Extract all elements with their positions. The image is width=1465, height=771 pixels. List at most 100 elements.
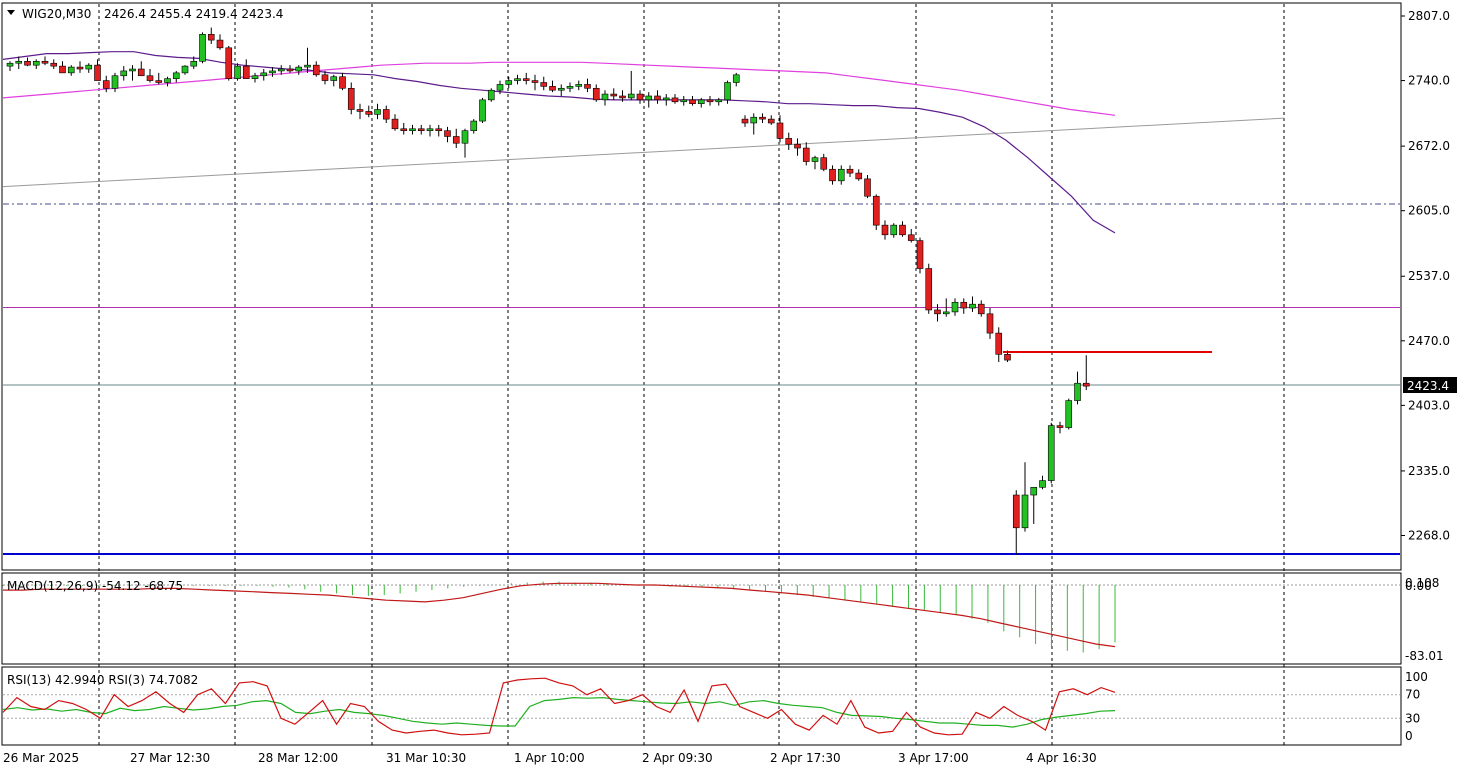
candle-body [85, 64, 93, 70]
price-tick-label: 2672.0 [1408, 139, 1450, 153]
candle-body [435, 128, 443, 131]
candle-body [24, 60, 31, 66]
time-tick-label: 1 Apr 10:00 [514, 751, 585, 765]
price-tick-label: 2470.0 [1408, 334, 1450, 348]
candle-body [216, 39, 224, 49]
candle-body [32, 60, 40, 66]
candle-body [304, 64, 311, 68]
candle-body [41, 60, 49, 64]
rsi13-line [2, 696, 1116, 728]
candle-body [514, 78, 521, 81]
axis-labels: 2807.0 2740.0 2672.0 2605.0 2537.0 2470.0 2403… [3, 9, 1450, 765]
candle-body [1056, 425, 1064, 428]
candle-body [531, 80, 539, 83]
candle-body [610, 93, 618, 97]
rsi-axis-label: 30 [1405, 711, 1420, 725]
candle-body [776, 122, 784, 139]
time-tick-label: 2 Apr 17:30 [770, 751, 841, 765]
candle-body [724, 82, 731, 101]
candle-body [557, 87, 565, 91]
candle-body [190, 60, 198, 67]
candle-body [689, 99, 696, 105]
candle-body [1021, 494, 1029, 529]
candle-body [1039, 480, 1046, 488]
macd-axis-label: -83.01 [1405, 649, 1444, 663]
candle-body [1004, 354, 1011, 361]
candle-body [549, 86, 556, 91]
price-tick-label: 2335.0 [1408, 464, 1450, 478]
candle-body [391, 118, 399, 130]
candle-body [654, 95, 661, 101]
candle-body [1047, 425, 1055, 481]
candle-body [199, 34, 206, 62]
candle-body [321, 74, 329, 81]
candle-body [1012, 494, 1020, 529]
candle-body [172, 72, 180, 79]
rsi-axis-label: 0 [1405, 729, 1413, 743]
candle-body [1082, 382, 1090, 387]
price-tick-label: 2537.0 [1408, 269, 1450, 283]
time-tick-label: 4 Apr 16:30 [1026, 751, 1097, 765]
rsi-axis-label: 70 [1405, 688, 1420, 702]
candle-body [820, 157, 828, 170]
candle-body [986, 313, 994, 334]
candle-body [925, 268, 933, 311]
candle-body [452, 136, 460, 144]
candle-body [295, 66, 303, 72]
candle-body [339, 76, 346, 89]
candle-body [881, 224, 889, 236]
candle-body [741, 118, 749, 124]
macd-axis-label: 0.00 [1405, 579, 1432, 593]
candle-body [899, 224, 906, 236]
rsi-axis-label: 100 [1405, 670, 1428, 684]
candle-body [846, 168, 854, 174]
candle-body [417, 128, 425, 131]
rsi-layer [2, 677, 1400, 736]
candle-body [697, 99, 705, 105]
candle-body [251, 75, 259, 79]
candle-body [934, 309, 941, 315]
candle-body [277, 68, 285, 72]
candle-body [750, 116, 758, 124]
candle-body [619, 95, 626, 99]
candle-body [951, 301, 959, 313]
candle-body [732, 74, 740, 83]
candle-body [129, 68, 136, 72]
candle-body [601, 93, 609, 101]
candle-body [505, 80, 513, 85]
candle-body [855, 172, 863, 180]
price-layer [2, 27, 1400, 555]
candle-body [164, 78, 171, 83]
current-price-label: 2423.4 [1407, 379, 1449, 393]
candle-body [382, 109, 390, 120]
candle-body [942, 311, 950, 315]
price-tick-label: 2403.0 [1408, 398, 1450, 412]
ohlc-values: 2426.4 2455.4 2419.4 2423.4 [104, 7, 283, 21]
collapse-arrow-icon[interactable] [7, 10, 15, 15]
macd-signal-line [3, 582, 1116, 648]
candle-body [636, 93, 644, 101]
candle-body [330, 76, 338, 81]
candle-body [662, 97, 670, 101]
price-tick-label: 2268.0 [1408, 529, 1450, 543]
candle-body [890, 224, 898, 236]
trendline [2, 117, 1285, 188]
candle-body [50, 62, 58, 67]
candle-body [907, 234, 915, 241]
candle-body [969, 303, 976, 309]
candle-body [584, 84, 591, 89]
price-tick-label: 2740.0 [1408, 74, 1450, 88]
candle-body [234, 65, 241, 79]
candle-body [426, 128, 434, 131]
candle-body [706, 99, 714, 103]
candle-body [444, 130, 451, 137]
candle-body [715, 99, 723, 103]
macd-axis-label: 0.108 [1405, 576, 1439, 590]
candle-body [671, 97, 679, 103]
candle-body [347, 87, 355, 110]
candle-body [479, 99, 486, 122]
rsi-panel [1, 666, 1402, 746]
candle-body [540, 82, 548, 87]
candle-body [977, 303, 985, 315]
